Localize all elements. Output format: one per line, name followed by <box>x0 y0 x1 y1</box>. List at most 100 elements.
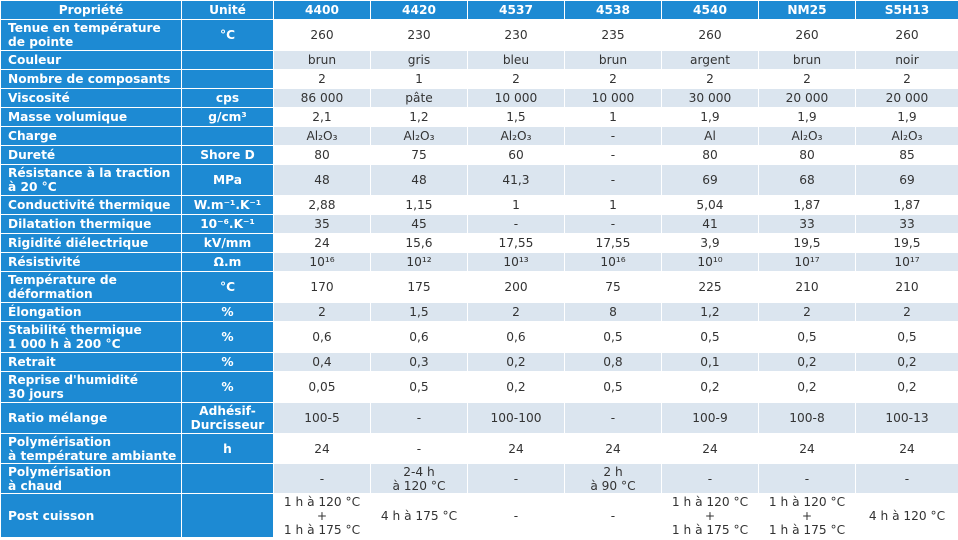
unit-cell: 10⁻⁶.K⁻¹ <box>181 214 274 234</box>
value-cell-4537: 10 000 <box>467 88 565 108</box>
property-cell: Tenue en température de pointe <box>0 19 182 51</box>
value-cell-4420: 15,6 <box>370 233 468 253</box>
unit-cell <box>181 50 274 70</box>
table-row: Nombre de composants 2 1 2 2 2 2 2 <box>0 69 958 89</box>
table-row: Température de déformation °C 170 175 200 75 2… <box>0 271 958 303</box>
unit-cell <box>181 69 274 89</box>
table-row: Viscosité cps 86 000 pâte 10 000 10 000 30 000… <box>0 88 958 108</box>
property-cell: Conductivité thermique <box>0 195 182 215</box>
property-cell: Stabilité thermique 1 000 h à 200 °C <box>0 321 182 353</box>
value-cell-4420: 0,6 <box>370 321 468 353</box>
value-cell-4540: argent <box>661 50 759 70</box>
value-cell-4540: Al <box>661 126 759 146</box>
header-4538: 4538 <box>564 0 662 20</box>
value-cell-4540: 0,2 <box>661 371 759 403</box>
header-nm25: NM25 <box>758 0 856 20</box>
value-cell-4400: 2 <box>273 302 371 322</box>
table-row: Dilatation thermique 10⁻⁶.K⁻¹ 35 45- -41 33 33 <box>0 214 958 234</box>
value-cell-nm25: 0,2 <box>758 371 856 403</box>
value-cell-s5h13: 0,5 <box>855 321 958 353</box>
property-cell: Ratio mélange <box>0 402 182 434</box>
header-4400: 4400 <box>273 0 371 20</box>
value-cell-4540: 100-9 <box>661 402 759 434</box>
value-cell-4540: 3,9 <box>661 233 759 253</box>
value-cell-4420: 1,2 <box>370 107 468 127</box>
table-row: Masse volumique g/cm³ 2,1 1,2 1,5 1 1,9 1,9 1,9 <box>0 107 958 127</box>
value-cell-s5h13: 2 <box>855 69 958 89</box>
value-cell-4537: 2 <box>467 69 565 89</box>
value-cell-nm25: 2 <box>758 302 856 322</box>
value-cell-4400: 2,1 <box>273 107 371 127</box>
property-cell: Viscosité <box>0 88 182 108</box>
value-cell-4400: brun <box>273 50 371 70</box>
value-cell-4537: 24 <box>467 433 565 464</box>
value-cell-4538: 1 <box>564 107 662 127</box>
property-cell: Polymérisation à chaud <box>0 463 182 494</box>
value-cell-4537: 200 <box>467 271 565 303</box>
unit-cell: cps <box>181 88 274 108</box>
value-cell-4540: 10¹⁰ <box>661 252 759 272</box>
value-cell-4540: 30 000 <box>661 88 759 108</box>
value-cell-s5h13: 0,2 <box>855 371 958 403</box>
header-unit: Unité <box>181 0 274 20</box>
value-cell-nm25: 1,87 <box>758 195 856 215</box>
value-cell-4538: 8 <box>564 302 662 322</box>
property-cell: Reprise d'humidité 30 jours <box>0 371 182 403</box>
property-cell: Masse volumique <box>0 107 182 127</box>
property-cell: Élongation <box>0 302 182 322</box>
value-cell-4537: 100-100 <box>467 402 565 434</box>
value-cell-4400: 0,6 <box>273 321 371 353</box>
table-row: Retrait% 0,4 0,3 0,2 0,8 0,1 0,2 0,2 <box>0 352 958 372</box>
value-cell-4400: 80 <box>273 145 371 165</box>
value-cell-4538: 2 <box>564 69 662 89</box>
value-cell-nm25: 2 <box>758 69 856 89</box>
table-row: Charge Al₂O₃ Al₂O₃ Al₂O₃ - Al Al₂O₃ Al₂O₃ <box>0 126 958 146</box>
value-cell-4538: - <box>564 164 662 196</box>
value-cell-4540: 1 h à 120 °C + 1 h à 175 °C <box>661 493 759 538</box>
value-cell-4400: 0,4 <box>273 352 371 372</box>
value-cell-4537: - <box>467 463 565 494</box>
value-cell-4540: 5,04 <box>661 195 759 215</box>
value-cell-s5h13: 2 <box>855 302 958 322</box>
value-cell-nm25: 210 <box>758 271 856 303</box>
property-cell: Couleur <box>0 50 182 70</box>
value-cell-4420: 48 <box>370 164 468 196</box>
value-cell-4540: 0,1 <box>661 352 759 372</box>
value-cell-s5h13: 1,9 <box>855 107 958 127</box>
value-cell-4540: 1,2 <box>661 302 759 322</box>
value-cell-4540: 0,5 <box>661 321 759 353</box>
value-cell-4400: 0,05 <box>273 371 371 403</box>
value-cell-4537: - <box>467 493 565 538</box>
value-cell-4400: 10¹⁶ <box>273 252 371 272</box>
property-cell: Post cuisson <box>0 493 182 538</box>
value-cell-4400: 170 <box>273 271 371 303</box>
value-cell-4400: 260 <box>273 19 371 51</box>
value-cell-4420: - <box>370 433 468 464</box>
value-cell-s5h13: 19,5 <box>855 233 958 253</box>
value-cell-4420: 4 h à 175 °C <box>370 493 468 538</box>
property-cell: Dilatation thermique <box>0 214 182 234</box>
unit-cell: % <box>181 352 274 372</box>
header-4420: 4420 <box>370 0 468 20</box>
value-cell-4537: 0,6 <box>467 321 565 353</box>
unit-cell: MPa <box>181 164 274 196</box>
value-cell-4538: - <box>564 145 662 165</box>
table-row: Polymérisation à température ambiante h 24… <box>0 433 958 464</box>
unit-cell: Ω.m <box>181 252 274 272</box>
value-cell-4538: 2 h à 90 °C <box>564 463 662 494</box>
value-cell-4537: Al₂O₃ <box>467 126 565 146</box>
table-row: Stabilité thermique 1 000 h à 200 °C% 0,6… <box>0 321 958 353</box>
value-cell-s5h13: 1,87 <box>855 195 958 215</box>
value-cell-nm25: brun <box>758 50 856 70</box>
value-cell-4420: 1 <box>370 69 468 89</box>
value-cell-4420: 175 <box>370 271 468 303</box>
value-cell-4420: - <box>370 402 468 434</box>
value-cell-4537: 41,3 <box>467 164 565 196</box>
header-s5h13: S5H13 <box>855 0 958 20</box>
unit-cell: % <box>181 302 274 322</box>
value-cell-s5h13: 4 h à 120 °C <box>855 493 958 538</box>
value-cell-s5h13: 100-13 <box>855 402 958 434</box>
value-cell-4537: 230 <box>467 19 565 51</box>
value-cell-nm25: 20 000 <box>758 88 856 108</box>
unit-cell: W.m⁻¹.K⁻¹ <box>181 195 274 215</box>
